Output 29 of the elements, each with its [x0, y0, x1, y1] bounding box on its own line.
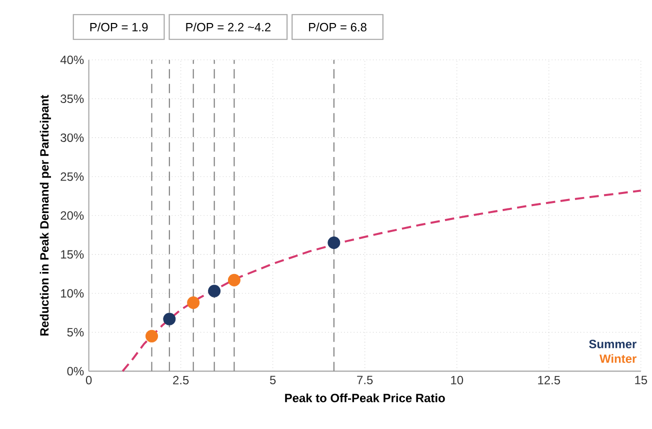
text: Summer — [589, 340, 636, 348]
x-tick-label: 15 — [635, 376, 648, 384]
y-axis-title: Reduction in Peak Demand per Participant — [40, 94, 51, 336]
y-tick-label: 25% — [60, 172, 84, 181]
x-axis-title: Peak to Off-Peak Price Ratio — [285, 393, 445, 402]
y-tick-label: 35% — [60, 94, 84, 104]
x-tick-label: 12.5 — [538, 376, 560, 384]
y-tick-label: 40% — [60, 56, 84, 64]
y-tick-label: 0% — [67, 366, 84, 376]
y-tick-label: 30% — [60, 133, 84, 142]
point — [208, 284, 221, 298]
y-tick-label: 5% — [67, 328, 84, 336]
point — [328, 236, 340, 249]
y-tick-label: 10% — [61, 289, 84, 298]
x-tick-label: 10 — [451, 376, 464, 384]
point — [187, 296, 200, 309]
text: P/OP = 2.2 ~4.2 — [186, 22, 270, 32]
text: P/OP = 6.8 — [309, 22, 366, 32]
y-tick-label: 20% — [60, 211, 84, 220]
point — [163, 312, 176, 326]
text: Winter — [600, 354, 636, 363]
y-tick-label: 15% — [61, 250, 84, 259]
x-tick-label: 5 — [270, 376, 276, 384]
x-tick-label: 7.5 — [357, 376, 373, 384]
x-tick-label: 0 — [86, 376, 92, 384]
point — [145, 330, 158, 342]
point — [228, 274, 240, 286]
text: P/OP = 1.9 — [90, 22, 148, 32]
x-tick-label: 2.5 — [173, 376, 189, 384]
